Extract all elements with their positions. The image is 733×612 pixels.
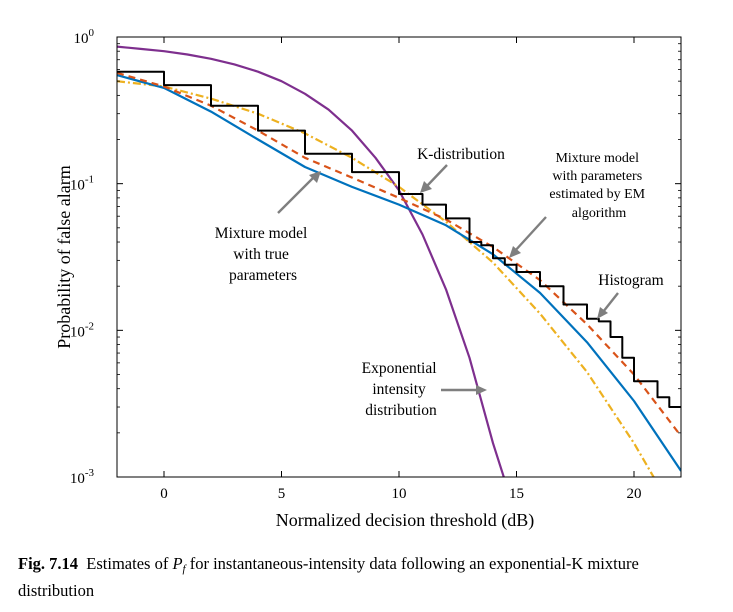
svg-text:Histogram: Histogram xyxy=(598,272,663,289)
caption-text-after: for instantaneous-intensity data followi… xyxy=(189,554,639,573)
series-line-2 xyxy=(117,74,681,472)
annotation-em-mixture: Mixture model with parameters estimated … xyxy=(509,151,648,258)
y-axis-label: Probability of false alarm xyxy=(54,165,74,348)
caption-text-before: Estimates of xyxy=(86,554,169,573)
y-tick-exponent: 0 xyxy=(89,27,95,39)
annotation-k-distribution: K-distribution xyxy=(417,146,505,193)
x-tick-label: 15 xyxy=(509,486,524,502)
annotation-arrow xyxy=(277,176,315,214)
caption-text-line2: distribution xyxy=(18,581,95,600)
arrowhead-icon xyxy=(309,171,321,183)
series-line-0 xyxy=(117,45,505,477)
arrowhead-icon xyxy=(597,307,608,319)
series-line-1 xyxy=(117,80,655,477)
annotation-histogram: Histogram xyxy=(597,272,664,319)
arrowhead-icon xyxy=(420,181,432,193)
annotation-arrow xyxy=(513,216,547,253)
caption-label: Fig. 7.14 xyxy=(18,554,79,573)
annotation-arrow xyxy=(425,164,448,188)
svg-text:Mixture model with param: Mixture model with parameters estimated … xyxy=(549,151,648,221)
figure-caption: Fig. 7.14 Estimates of Pf for instantane… xyxy=(18,553,723,601)
annotation-exponential: Exponential intensity distribution xyxy=(362,360,487,419)
x-tick-label: 10 xyxy=(392,486,407,502)
y-tick-exponent: -2 xyxy=(85,320,94,332)
caption-symbol: P xyxy=(172,554,183,573)
y-tick-label: 10-3 xyxy=(70,467,95,487)
annotation-line: K-distribution xyxy=(417,146,505,163)
annotation-true-mixture: Mixture model with true parameters xyxy=(215,171,321,284)
svg-text:Mixture model with true: Mixture model with true parameters xyxy=(215,225,311,284)
y-tick-exponent: -1 xyxy=(85,174,94,186)
arrowhead-icon xyxy=(509,246,521,258)
x-tick-label: 5 xyxy=(278,486,286,502)
arrowhead-icon xyxy=(476,385,487,395)
series-line-4 xyxy=(117,70,681,408)
y-tick-label: 100 xyxy=(74,27,95,47)
svg-text:Exponential intensity: Exponential intensity distribution xyxy=(362,360,441,419)
x-tick-label: 0 xyxy=(160,486,168,502)
x-axis-label: Normalized decision threshold (dB) xyxy=(276,510,534,531)
caption-symbol-sub: f xyxy=(182,563,186,575)
svg-text:K-distribution: K-distribution xyxy=(417,146,505,163)
x-tick-label: 20 xyxy=(627,486,642,502)
y-tick-exponent: -3 xyxy=(85,467,95,479)
annotation-arrow xyxy=(602,292,619,313)
